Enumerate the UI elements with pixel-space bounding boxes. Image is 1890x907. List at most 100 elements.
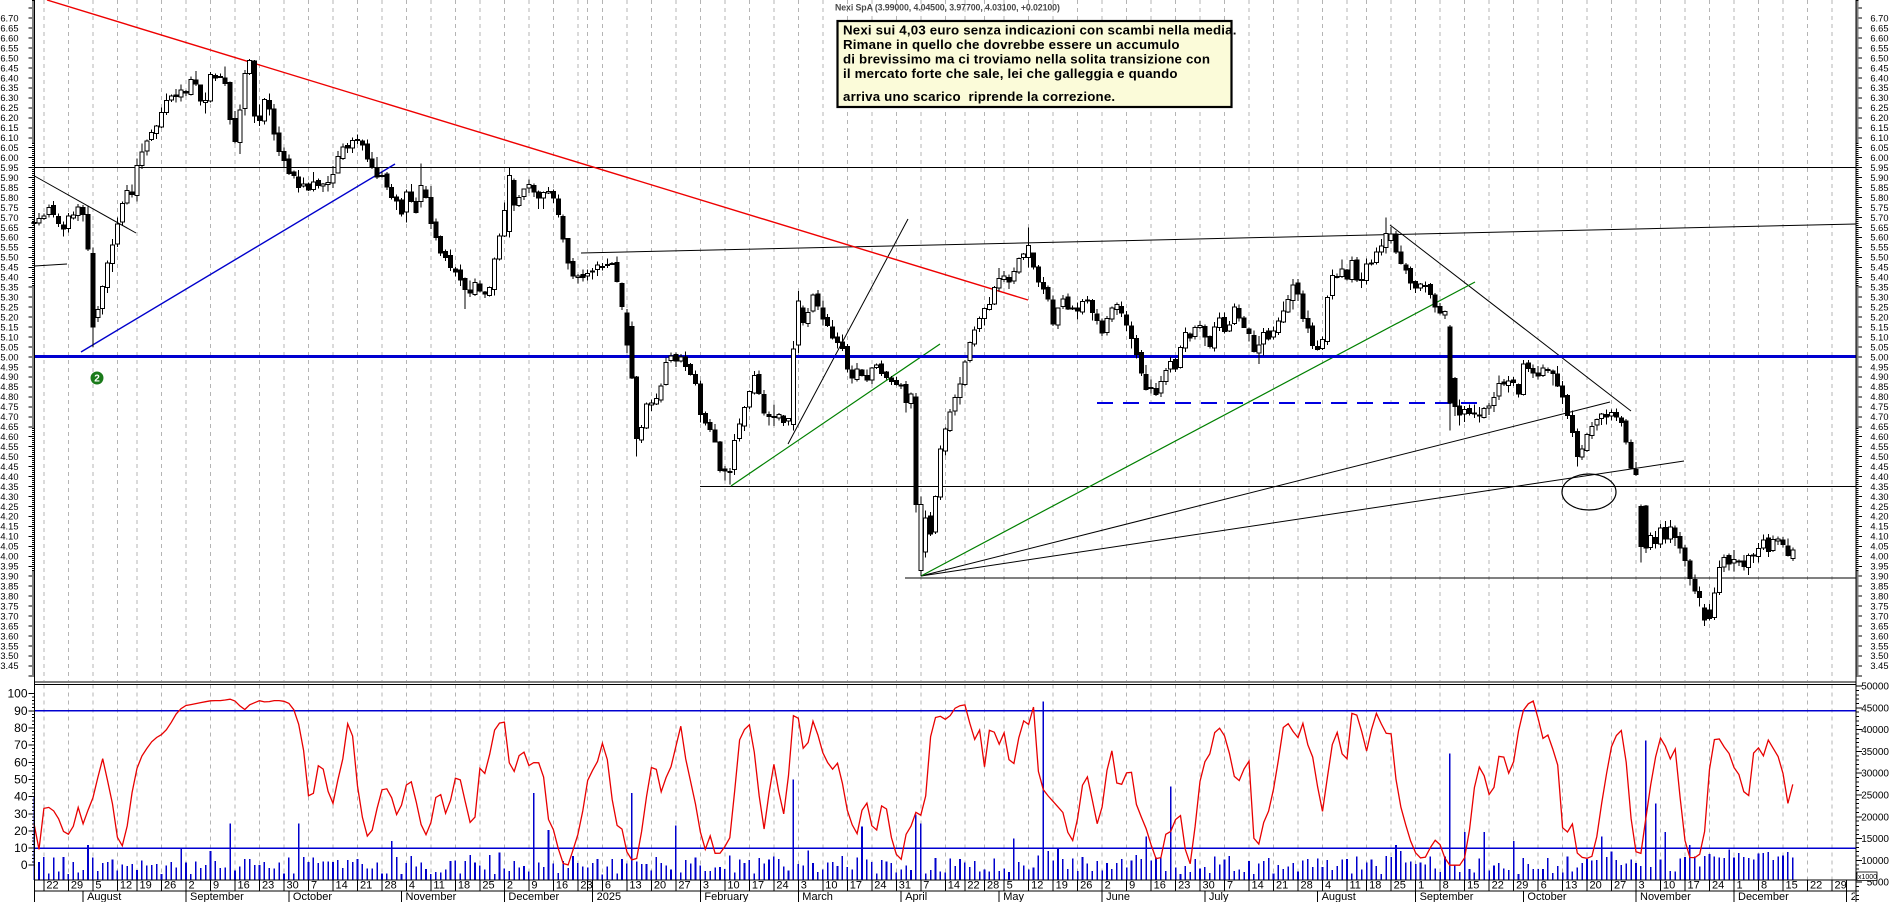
svg-text:22: 22 xyxy=(1492,880,1504,892)
svg-text:6.00: 6.00 xyxy=(0,153,18,163)
svg-text:6.20: 6.20 xyxy=(0,113,18,123)
svg-text:4.10: 4.10 xyxy=(0,532,18,542)
svg-text:4.30: 4.30 xyxy=(1870,492,1888,502)
svg-text:4.30: 4.30 xyxy=(0,492,18,502)
svg-text:18: 18 xyxy=(1369,880,1381,892)
svg-text:4.25: 4.25 xyxy=(0,502,18,512)
svg-text:45000: 45000 xyxy=(1861,703,1889,714)
svg-text:6: 6 xyxy=(605,880,611,892)
svg-text:6.25: 6.25 xyxy=(0,103,18,113)
svg-text:4.90: 4.90 xyxy=(1870,372,1888,382)
svg-text:28: 28 xyxy=(1301,880,1313,892)
svg-text:2: 2 xyxy=(1105,880,1111,892)
svg-text:2: 2 xyxy=(507,880,513,892)
svg-text:1: 1 xyxy=(1418,880,1424,892)
svg-text:24: 24 xyxy=(776,880,788,892)
svg-text:28: 28 xyxy=(987,880,999,892)
svg-text:3.60: 3.60 xyxy=(1870,631,1888,641)
svg-text:5.65: 5.65 xyxy=(0,223,18,233)
svg-text:24: 24 xyxy=(1712,880,1724,892)
svg-text:3.80: 3.80 xyxy=(0,592,18,602)
svg-text:4.60: 4.60 xyxy=(1870,432,1888,442)
svg-text:4.85: 4.85 xyxy=(1870,382,1888,392)
svg-text:4.95: 4.95 xyxy=(0,362,18,372)
svg-text:3.75: 3.75 xyxy=(1870,601,1888,611)
svg-text:4.20: 4.20 xyxy=(0,512,18,522)
svg-text:3.90: 3.90 xyxy=(0,572,18,582)
svg-text:16: 16 xyxy=(556,880,568,892)
svg-text:17: 17 xyxy=(850,880,862,892)
svg-text:4: 4 xyxy=(409,880,415,892)
svg-text:December: December xyxy=(1738,891,1789,902)
svg-text:26: 26 xyxy=(1080,880,1092,892)
svg-text:5.85: 5.85 xyxy=(1870,183,1888,193)
svg-text:20: 20 xyxy=(14,824,28,838)
svg-text:25: 25 xyxy=(1394,880,1406,892)
svg-text:23: 23 xyxy=(262,880,274,892)
svg-text:3: 3 xyxy=(801,880,807,892)
svg-text:10000: 10000 xyxy=(1861,856,1889,867)
svg-text:25: 25 xyxy=(482,880,494,892)
svg-text:23: 23 xyxy=(1178,880,1190,892)
svg-text:5.95: 5.95 xyxy=(1870,163,1888,173)
svg-text:3: 3 xyxy=(703,880,709,892)
svg-text:4.75: 4.75 xyxy=(1870,402,1888,412)
svg-text:20: 20 xyxy=(1590,880,1602,892)
svg-text:24: 24 xyxy=(874,880,886,892)
svg-text:8: 8 xyxy=(1443,880,1449,892)
svg-text:11: 11 xyxy=(433,880,444,892)
svg-text:17: 17 xyxy=(752,880,764,892)
svg-text:5.80: 5.80 xyxy=(0,193,18,203)
svg-text:29: 29 xyxy=(1516,880,1528,892)
svg-text:6.70: 6.70 xyxy=(0,14,18,24)
svg-text:6.65: 6.65 xyxy=(1870,24,1888,34)
svg-text:6.60: 6.60 xyxy=(1870,33,1888,43)
svg-text:4.45: 4.45 xyxy=(0,462,18,472)
svg-text:3.50: 3.50 xyxy=(0,651,18,661)
svg-text:4.20: 4.20 xyxy=(1870,512,1888,522)
svg-text:6.30: 6.30 xyxy=(1870,93,1888,103)
svg-text:3.55: 3.55 xyxy=(0,641,18,651)
svg-text:3.70: 3.70 xyxy=(1870,611,1888,621)
svg-text:4.45: 4.45 xyxy=(1870,462,1888,472)
svg-text:5.80: 5.80 xyxy=(1870,193,1888,203)
svg-text:4.55: 4.55 xyxy=(0,442,18,452)
svg-text:7: 7 xyxy=(1227,880,1233,892)
svg-text:4.80: 4.80 xyxy=(0,392,18,402)
svg-text:February: February xyxy=(704,891,749,902)
svg-text:4.40: 4.40 xyxy=(1870,472,1888,482)
svg-text:4.85: 4.85 xyxy=(0,382,18,392)
svg-text:December: December xyxy=(508,891,559,902)
svg-text:4.00: 4.00 xyxy=(0,552,18,562)
svg-text:4.75: 4.75 xyxy=(0,402,18,412)
svg-text:21: 21 xyxy=(360,880,372,892)
svg-text:5.20: 5.20 xyxy=(0,312,18,322)
svg-text:3.95: 3.95 xyxy=(1870,562,1888,572)
svg-text:5: 5 xyxy=(95,880,101,892)
svg-text:20: 20 xyxy=(654,880,666,892)
svg-text:September: September xyxy=(190,891,244,902)
svg-text:7: 7 xyxy=(923,880,929,892)
svg-text:4.35: 4.35 xyxy=(1870,482,1888,492)
svg-text:3.55: 3.55 xyxy=(1870,641,1888,651)
svg-text:5.40: 5.40 xyxy=(1870,273,1888,283)
svg-text:4.90: 4.90 xyxy=(0,372,18,382)
svg-text:4.10: 4.10 xyxy=(1870,532,1888,542)
svg-text:6.35: 6.35 xyxy=(0,83,18,93)
svg-text:2026: 2026 xyxy=(1851,891,1875,902)
svg-text:4.05: 4.05 xyxy=(0,542,18,552)
svg-text:4.70: 4.70 xyxy=(1870,412,1888,422)
svg-text:5.25: 5.25 xyxy=(0,303,18,313)
svg-text:5.05: 5.05 xyxy=(0,342,18,352)
svg-text:3.60: 3.60 xyxy=(0,631,18,641)
svg-text:July: July xyxy=(1209,891,1229,902)
svg-text:90: 90 xyxy=(14,704,28,718)
svg-text:19: 19 xyxy=(140,880,152,892)
svg-text:15: 15 xyxy=(1786,880,1798,892)
svg-text:2: 2 xyxy=(94,374,100,385)
svg-text:3.85: 3.85 xyxy=(0,582,18,592)
svg-text:6.05: 6.05 xyxy=(0,143,18,153)
svg-text:5.70: 5.70 xyxy=(1870,213,1888,223)
svg-text:6.70: 6.70 xyxy=(1870,14,1888,24)
svg-text:5000: 5000 xyxy=(1867,878,1890,889)
